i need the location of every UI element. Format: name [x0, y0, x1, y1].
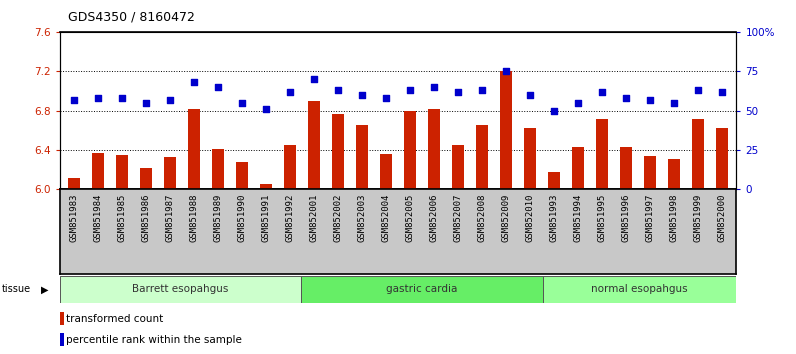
- Text: GSM851989: GSM851989: [213, 194, 223, 242]
- Bar: [572, 147, 584, 189]
- Text: percentile rank within the sample: percentile rank within the sample: [66, 335, 242, 345]
- Text: GSM852003: GSM852003: [357, 194, 366, 242]
- Point: [668, 100, 681, 105]
- Bar: [212, 149, 224, 189]
- Text: GSM852010: GSM852010: [525, 194, 534, 242]
- Text: GSM852009: GSM852009: [501, 194, 510, 242]
- Bar: [284, 145, 296, 189]
- Point: [572, 100, 584, 105]
- Bar: [500, 71, 512, 189]
- Bar: [428, 109, 440, 189]
- Point: [164, 97, 177, 102]
- Text: GSM852004: GSM852004: [381, 194, 391, 242]
- Text: GSM852000: GSM852000: [717, 194, 727, 242]
- Point: [619, 95, 632, 101]
- Text: GSM851997: GSM851997: [646, 194, 654, 242]
- Text: GSM851995: GSM851995: [598, 194, 607, 242]
- Bar: [548, 172, 560, 189]
- Point: [212, 84, 224, 90]
- Text: GSM852008: GSM852008: [478, 194, 486, 242]
- Point: [356, 92, 369, 98]
- Bar: [596, 119, 608, 189]
- Bar: [60, 312, 64, 325]
- Point: [140, 100, 153, 105]
- Point: [283, 89, 296, 95]
- Point: [188, 79, 201, 85]
- Point: [500, 68, 513, 74]
- Bar: [692, 119, 704, 189]
- Point: [332, 87, 345, 93]
- Point: [548, 108, 560, 113]
- Text: GSM852005: GSM852005: [405, 194, 415, 242]
- Bar: [543, 276, 736, 303]
- Bar: [404, 111, 416, 189]
- Text: GSM851984: GSM851984: [94, 194, 103, 242]
- Text: GSM851983: GSM851983: [69, 194, 79, 242]
- Text: GSM851993: GSM851993: [549, 194, 559, 242]
- Bar: [380, 154, 392, 189]
- Bar: [302, 276, 543, 303]
- Text: GSM852002: GSM852002: [334, 194, 342, 242]
- Text: GSM851999: GSM851999: [693, 194, 702, 242]
- Text: GSM851987: GSM851987: [166, 194, 174, 242]
- Text: GSM852001: GSM852001: [310, 194, 318, 242]
- Point: [451, 89, 464, 95]
- Text: GSM851996: GSM851996: [622, 194, 630, 242]
- Bar: [668, 159, 680, 189]
- Bar: [332, 114, 344, 189]
- Point: [380, 95, 392, 101]
- Bar: [140, 168, 152, 189]
- Point: [716, 89, 728, 95]
- Point: [404, 87, 416, 93]
- Bar: [308, 101, 320, 189]
- Point: [92, 95, 104, 101]
- Bar: [188, 109, 200, 189]
- Point: [475, 87, 488, 93]
- Point: [524, 92, 537, 98]
- Text: GDS4350 / 8160472: GDS4350 / 8160472: [68, 11, 194, 24]
- Bar: [60, 276, 302, 303]
- Text: transformed count: transformed count: [66, 314, 164, 324]
- Bar: [644, 156, 656, 189]
- Point: [692, 87, 704, 93]
- Text: GSM851986: GSM851986: [142, 194, 150, 242]
- Text: gastric cardia: gastric cardia: [387, 284, 458, 295]
- Bar: [92, 153, 104, 189]
- Text: GSM851991: GSM851991: [262, 194, 271, 242]
- Bar: [164, 157, 176, 189]
- Point: [595, 89, 608, 95]
- Text: tissue: tissue: [2, 284, 31, 295]
- Text: GSM851985: GSM851985: [118, 194, 127, 242]
- Text: ▶: ▶: [41, 284, 49, 295]
- Text: GSM851988: GSM851988: [189, 194, 198, 242]
- Point: [236, 100, 248, 105]
- Bar: [476, 125, 488, 189]
- Text: Barrett esopahgus: Barrett esopahgus: [132, 284, 228, 295]
- Bar: [68, 178, 80, 189]
- Point: [259, 106, 272, 112]
- Bar: [236, 162, 248, 189]
- Bar: [524, 129, 536, 189]
- Text: GSM852007: GSM852007: [454, 194, 462, 242]
- Text: GSM851990: GSM851990: [237, 194, 247, 242]
- Bar: [620, 147, 632, 189]
- Text: GSM851998: GSM851998: [669, 194, 678, 242]
- Point: [308, 76, 321, 82]
- Text: GSM852006: GSM852006: [430, 194, 439, 242]
- Point: [427, 84, 440, 90]
- Text: normal esopahgus: normal esopahgus: [591, 284, 688, 295]
- Bar: [116, 155, 128, 189]
- Text: GSM851994: GSM851994: [573, 194, 583, 242]
- Point: [643, 97, 656, 102]
- Bar: [452, 145, 464, 189]
- Point: [115, 95, 128, 101]
- Text: GSM851992: GSM851992: [286, 194, 295, 242]
- Bar: [716, 129, 728, 189]
- Bar: [260, 184, 272, 189]
- Bar: [60, 333, 64, 346]
- Point: [68, 97, 80, 102]
- Bar: [356, 125, 368, 189]
